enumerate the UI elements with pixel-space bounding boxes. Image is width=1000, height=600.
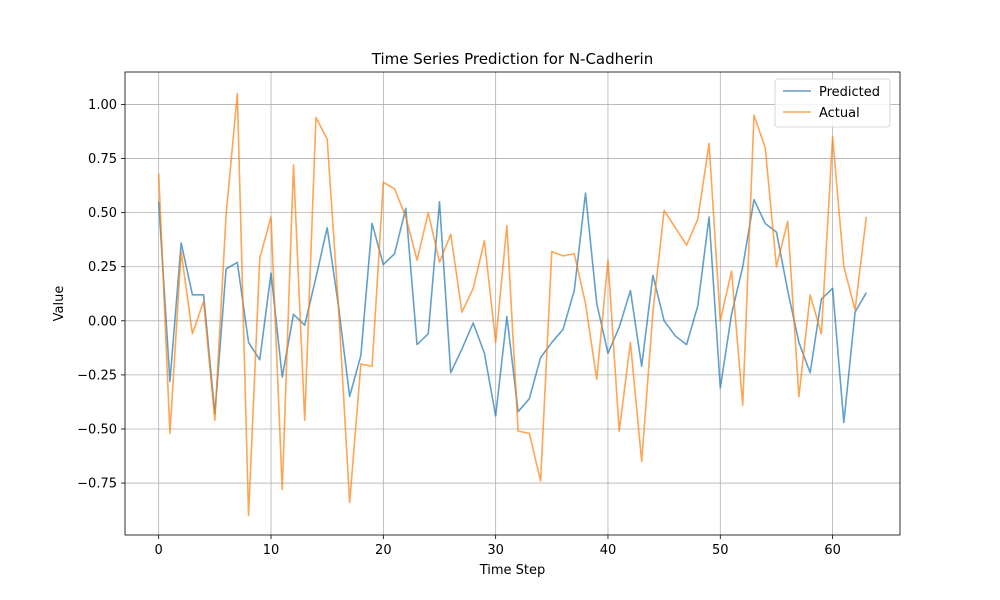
series-line-predicted bbox=[157, 192, 867, 424]
series-layer bbox=[157, 92, 868, 517]
x-tick-label: 40 bbox=[600, 543, 617, 558]
y-tick-label: −0.25 bbox=[77, 368, 117, 383]
x-tick-label: 20 bbox=[375, 543, 392, 558]
x-tick-label: 60 bbox=[824, 543, 841, 558]
x-tick-label: 10 bbox=[263, 543, 280, 558]
plot-area-frame bbox=[124, 71, 901, 536]
x-tick-label: 0 bbox=[155, 543, 163, 558]
x-tick-label: 30 bbox=[487, 543, 504, 558]
y-tick-label: 1.00 bbox=[88, 98, 117, 113]
y-tick-label: 0.25 bbox=[88, 260, 117, 275]
legend: Predicted Actual bbox=[774, 78, 891, 128]
x-axis-label: Time Step bbox=[479, 563, 546, 578]
y-tick-label: 0.75 bbox=[88, 152, 117, 167]
chart-title: Time Series Prediction for N-Cadherin bbox=[371, 50, 653, 68]
y-axis-label: Value bbox=[52, 286, 67, 322]
y-tick-label: −0.50 bbox=[77, 422, 117, 437]
y-tick-label: 0.00 bbox=[88, 314, 117, 329]
legend-label-actual: Actual bbox=[819, 106, 860, 121]
y-tick-label: 0.50 bbox=[88, 206, 117, 221]
x-axis: 0 10 20 30 40 50 60 bbox=[155, 535, 841, 558]
series-line-actual bbox=[157, 92, 868, 517]
y-tick-label: −0.75 bbox=[77, 477, 117, 492]
legend-label-predicted: Predicted bbox=[819, 85, 880, 100]
x-tick-label: 50 bbox=[712, 543, 729, 558]
y-axis: −0.75 −0.50 −0.25 0.00 0.25 0.50 0.75 1.00 bbox=[77, 98, 125, 492]
